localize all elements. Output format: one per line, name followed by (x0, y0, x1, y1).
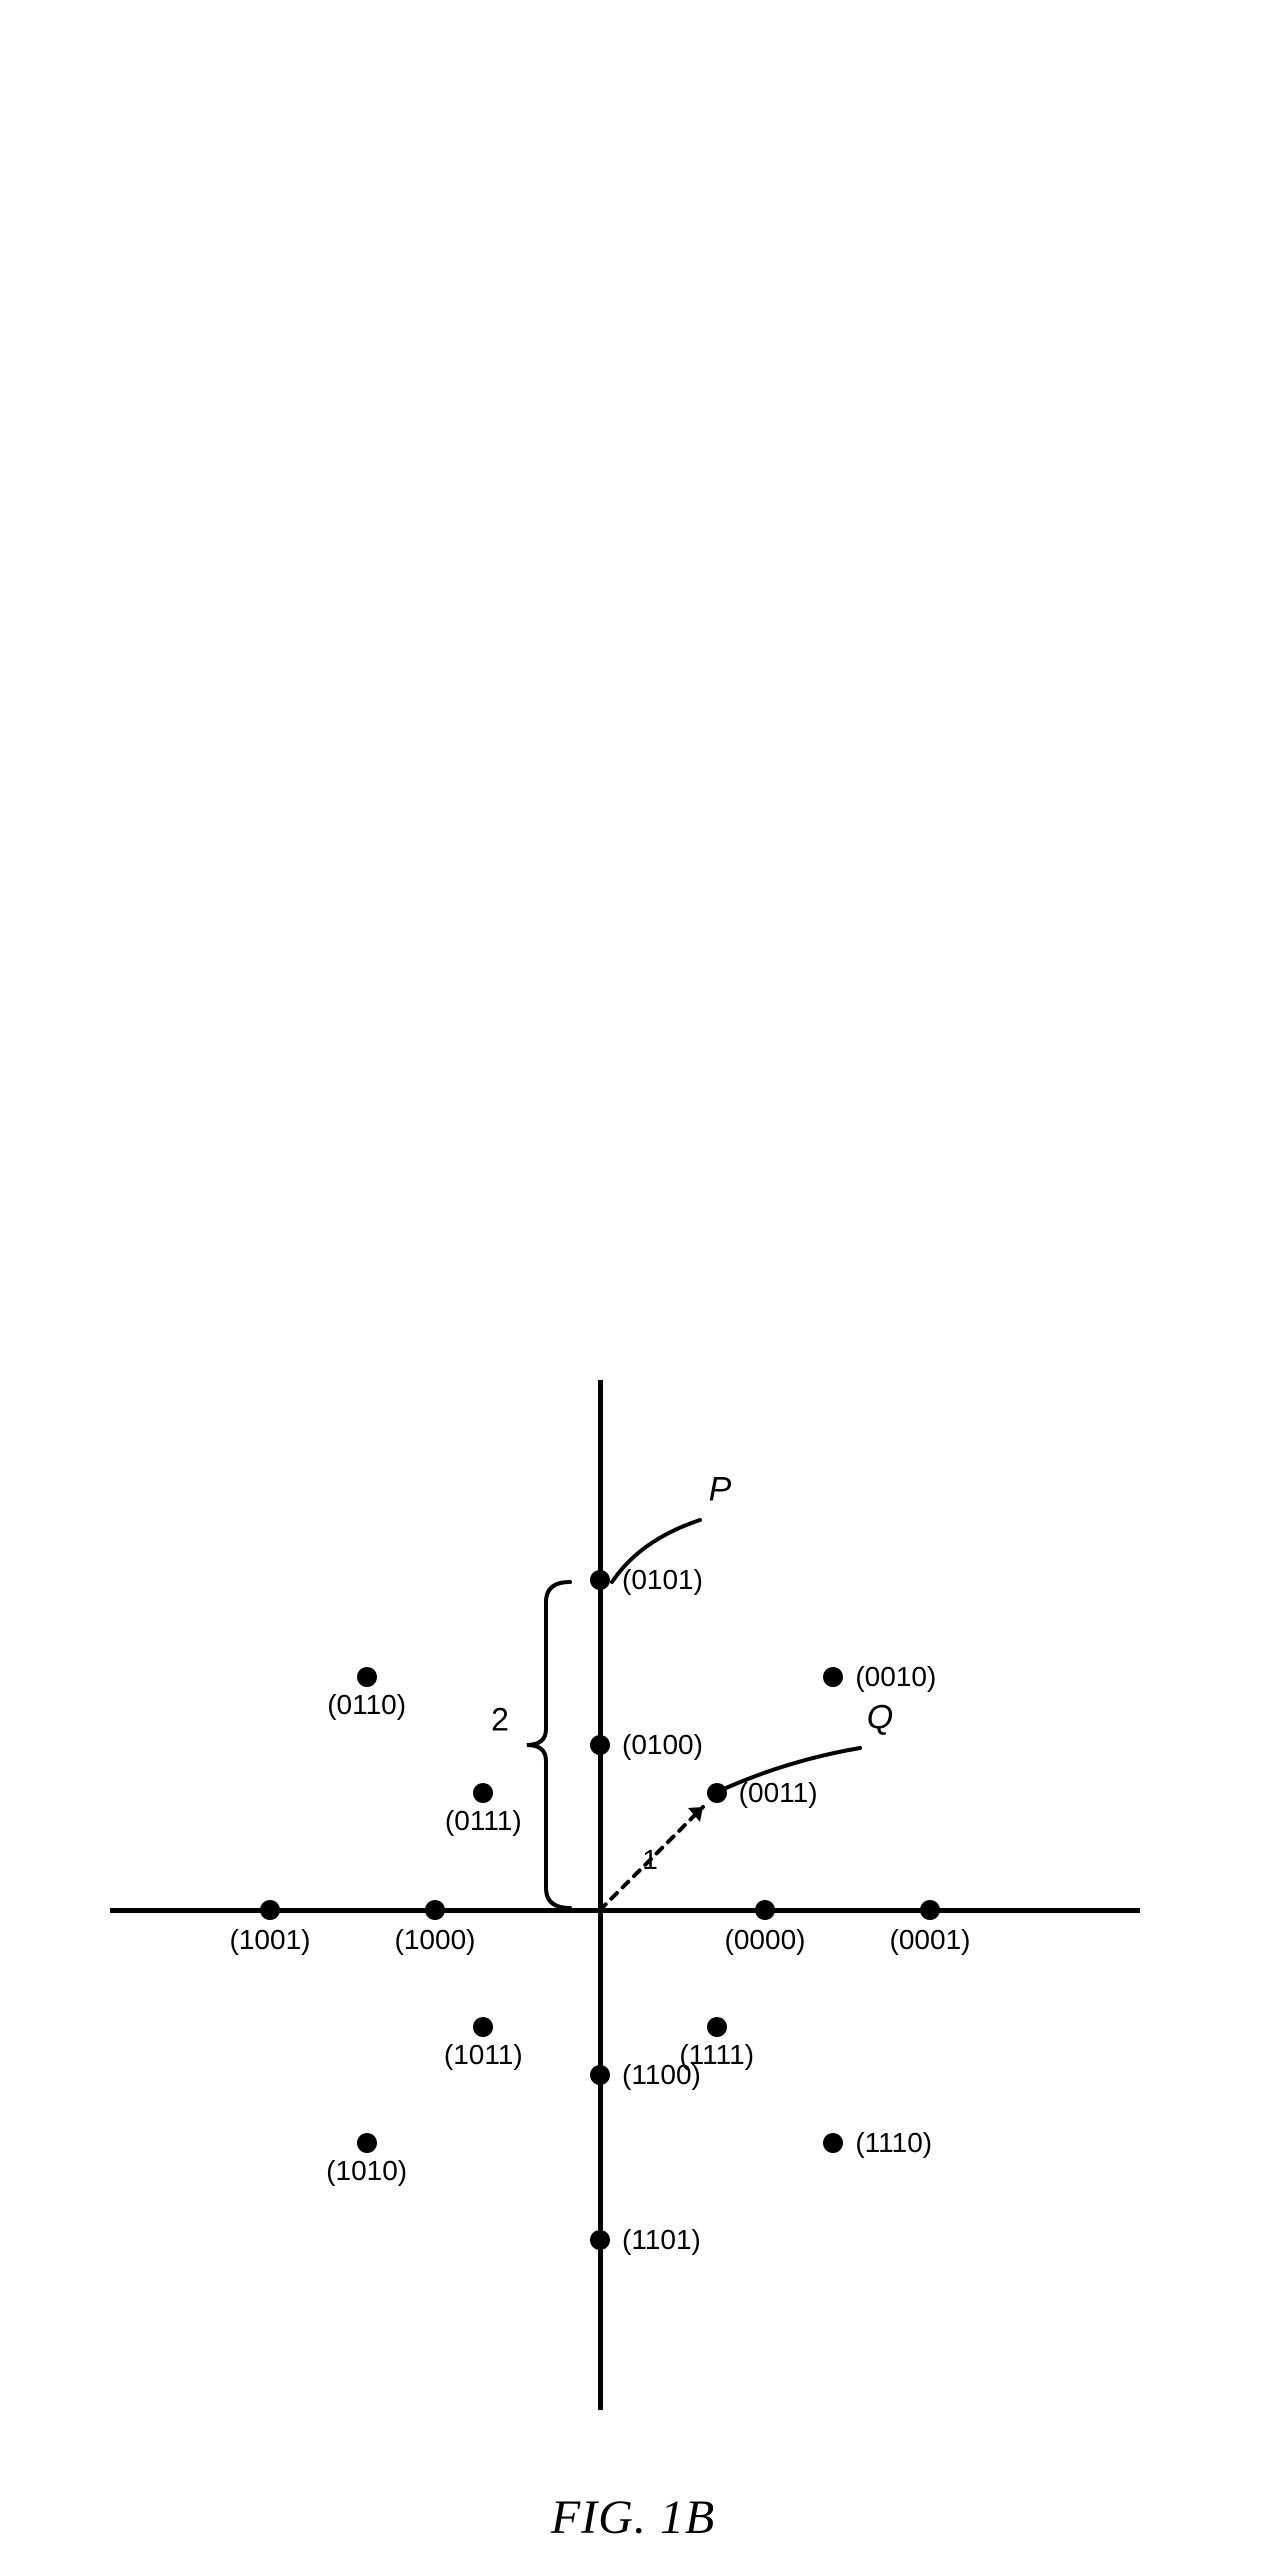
annotation-layer (0, 0, 1266, 2568)
point-label: (0010) (855, 1661, 936, 1693)
point-label: (0111) (445, 1805, 522, 1837)
point-label: (0001) (890, 1924, 971, 1956)
constellation-point (425, 1900, 445, 1920)
figure-1b: (0000) (0001) (0011) (0010) (0100) (0101) (011… (0, 0, 1266, 2568)
constellation-point (590, 1570, 610, 1590)
radius-label-2: 2 (491, 1702, 509, 1739)
point-label: (1000) (395, 1924, 476, 1956)
constellation-point (590, 1735, 610, 1755)
constellation-point (707, 2017, 727, 2037)
callout-P: P (709, 1471, 732, 1510)
constellation-point (755, 1900, 775, 1920)
point-label: (1101) (622, 2224, 701, 2256)
constellation-point (823, 1667, 843, 1687)
point-label: (0110) (327, 1689, 406, 1721)
point-label: (0011) (739, 1777, 818, 1809)
constellation-point (357, 1667, 377, 1687)
constellation-point (590, 2065, 610, 2085)
page-root: (1000)(1101)(1100)(1001)(1111)(1010)(101… (0, 0, 1266, 2568)
point-label: (0000) (725, 1924, 806, 1956)
constellation-point (473, 1783, 493, 1803)
constellation-point (260, 1900, 280, 1920)
callout-Q: Q (867, 1699, 893, 1738)
constellation-point (357, 2133, 377, 2153)
radius-label-1: 1 (642, 1844, 658, 1876)
point-label: (0101) (622, 1564, 703, 1596)
constellation-point (473, 2017, 493, 2037)
point-label: (0100) (622, 1729, 703, 1761)
point-label: (1011) (444, 2039, 523, 2071)
point-label: (1010) (326, 2155, 407, 2187)
constellation-point (590, 2230, 610, 2250)
point-label: (1001) (230, 1924, 311, 1956)
figure-caption: FIG. 1B (0, 2490, 1266, 2545)
point-label: (1111) (679, 2039, 754, 2071)
constellation-point (920, 1900, 940, 1920)
point-label: (1110) (855, 2127, 932, 2159)
constellation-point (823, 2133, 843, 2153)
constellation-point (707, 1783, 727, 1803)
y-axis (598, 1380, 603, 2410)
